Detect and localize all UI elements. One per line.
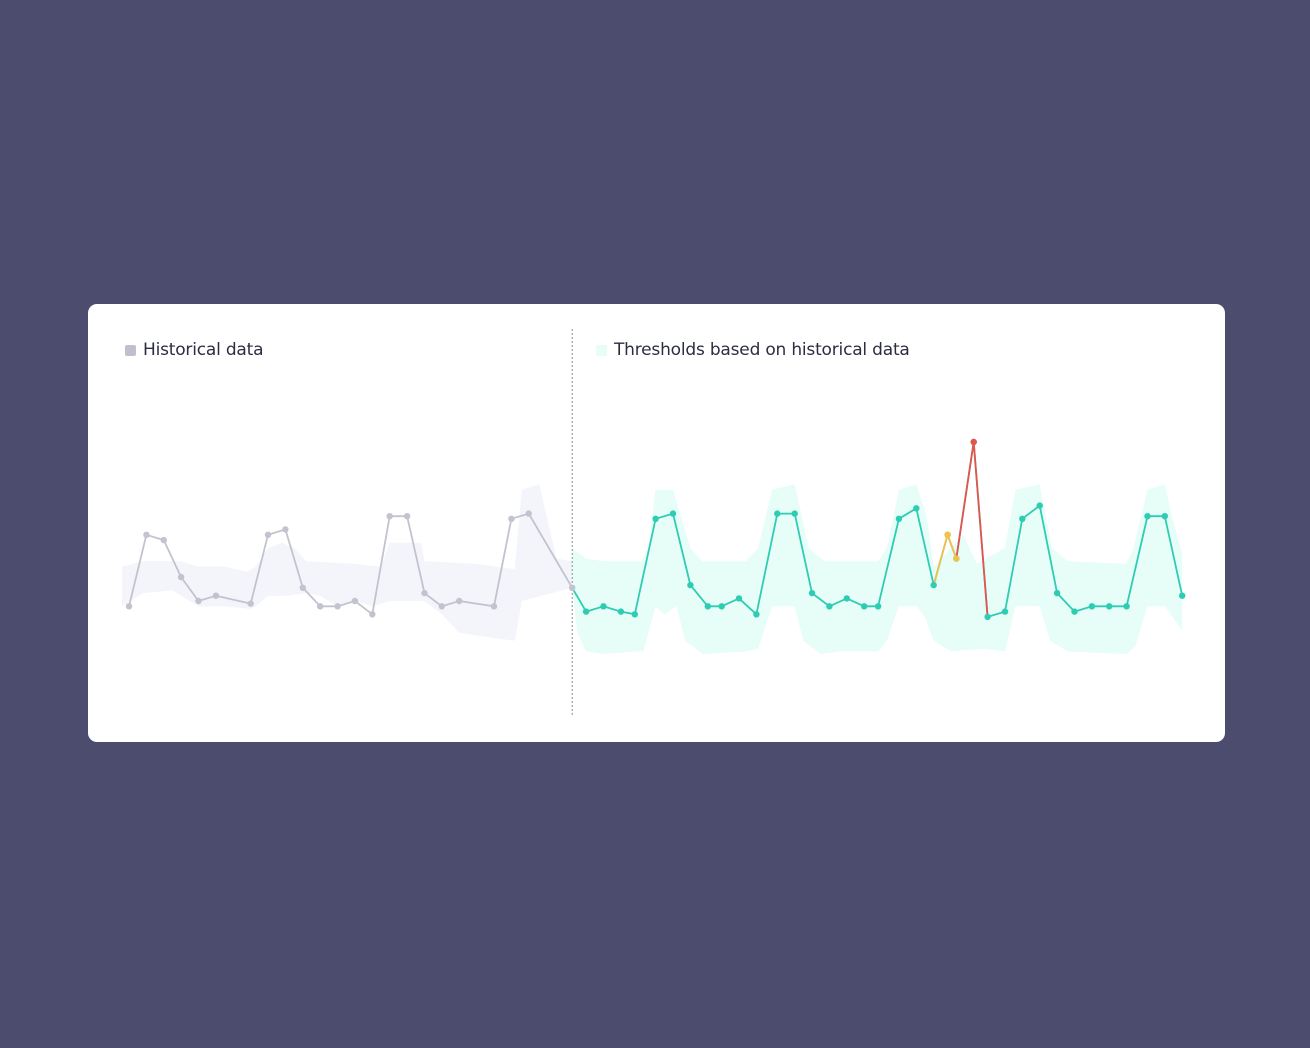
data-point-historical bbox=[317, 603, 324, 610]
legend-historical: Historical data bbox=[125, 340, 264, 360]
data-point-current bbox=[617, 608, 625, 615]
data-point-current bbox=[874, 603, 882, 610]
legend-label-thresholds: Thresholds based on historical data bbox=[614, 340, 910, 360]
data-point-current bbox=[735, 595, 743, 602]
data-point-historical bbox=[282, 526, 289, 533]
data-point-historical bbox=[456, 597, 463, 605]
data-point-current bbox=[984, 613, 991, 621]
data-point-current bbox=[1106, 603, 1113, 610]
data-point-current bbox=[774, 510, 781, 517]
data-point-historical bbox=[143, 531, 150, 538]
data-point-historical bbox=[569, 584, 576, 591]
data-point-historical bbox=[438, 603, 445, 610]
data-point-historical bbox=[386, 513, 393, 520]
data-point-current bbox=[1053, 589, 1061, 597]
data-point-current bbox=[718, 603, 725, 610]
data-point-current bbox=[753, 611, 760, 618]
data-point-historical bbox=[160, 536, 167, 544]
data-point-historical bbox=[403, 513, 411, 520]
data-point-historical bbox=[351, 597, 359, 605]
data-point-current bbox=[808, 589, 816, 597]
data-point-historical bbox=[177, 573, 185, 581]
data-point-current bbox=[1123, 603, 1130, 610]
threshold-bands bbox=[122, 484, 1183, 654]
data-point-current bbox=[895, 515, 903, 522]
data-point-historical bbox=[421, 589, 428, 597]
data-point-current bbox=[1036, 502, 1043, 509]
data-point-current bbox=[1179, 592, 1186, 599]
data-point-current bbox=[930, 581, 937, 589]
data-point-current bbox=[1001, 608, 1009, 615]
data-point-historical bbox=[369, 611, 376, 618]
legend-swatch-thresholds bbox=[596, 344, 607, 356]
data-point-historical bbox=[525, 510, 532, 517]
band-historical bbox=[122, 484, 573, 641]
data-point-current bbox=[843, 595, 850, 602]
data-point-current bbox=[687, 581, 694, 589]
data-point-current bbox=[913, 505, 920, 512]
data-point-current bbox=[582, 608, 590, 615]
data-point-historical bbox=[195, 597, 202, 605]
data-point-current bbox=[1144, 513, 1151, 520]
data-point-current bbox=[669, 510, 677, 517]
data-point-current bbox=[1071, 608, 1078, 615]
data-point-warning bbox=[953, 555, 960, 562]
data-point-current bbox=[631, 611, 638, 618]
legend-swatch-historical bbox=[125, 344, 136, 356]
data-point-current bbox=[1088, 603, 1096, 610]
line-chart bbox=[122, 329, 1186, 716]
data-point-historical bbox=[125, 603, 133, 610]
band-current bbox=[572, 484, 1183, 654]
legend-label-historical: Historical data bbox=[143, 340, 264, 360]
legend-thresholds: Thresholds based on historical data bbox=[596, 340, 910, 360]
data-point-historical bbox=[490, 603, 498, 610]
data-point-historical bbox=[264, 531, 272, 538]
data-point-historical bbox=[247, 600, 254, 607]
data-point-alert bbox=[970, 438, 977, 446]
data-point-warning bbox=[944, 531, 951, 538]
series-points bbox=[125, 438, 1186, 621]
data-point-current bbox=[652, 515, 659, 522]
data-point-historical bbox=[508, 515, 515, 522]
data-point-current bbox=[861, 603, 868, 610]
data-point-historical bbox=[334, 603, 341, 610]
data-point-historical bbox=[299, 584, 306, 591]
data-point-current bbox=[791, 510, 798, 517]
chart-card: Historical data Thresholds based on hist… bbox=[88, 304, 1225, 742]
data-point-current bbox=[1161, 513, 1169, 520]
data-point-current bbox=[1019, 515, 1026, 522]
data-point-current bbox=[704, 603, 711, 610]
data-point-historical bbox=[212, 592, 220, 599]
data-point-current bbox=[826, 603, 833, 610]
data-point-current bbox=[600, 603, 607, 610]
